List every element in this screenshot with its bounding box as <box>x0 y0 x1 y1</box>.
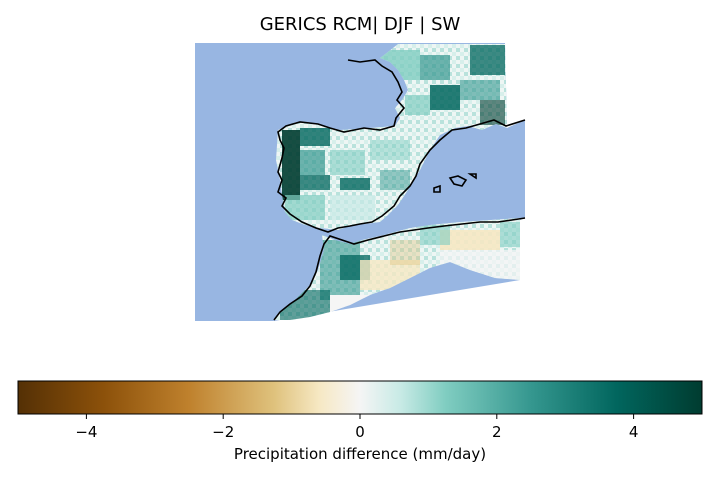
colorbar-tick-label: 0 <box>355 423 365 441</box>
colorbar-label: Precipitation difference (mm/day) <box>233 445 487 463</box>
colorbar-tick-label: −2 <box>212 423 234 441</box>
coastlines <box>273 59 526 321</box>
coastline-africa <box>273 217 526 321</box>
coastline-france-iberia <box>277 59 526 233</box>
colorbar-tick-label: 4 <box>629 423 639 441</box>
map-title: GERICS RCM| DJF | SW <box>259 14 461 35</box>
colorbar: −4 −2 0 2 4 <box>17 380 703 441</box>
map-panel <box>195 43 526 321</box>
colorbar-gradient <box>17 380 703 415</box>
colorbar-ticks: −4 −2 0 2 4 <box>75 414 638 441</box>
coastline-balearic-islands <box>433 173 477 193</box>
colorbar-tick-label: 2 <box>492 423 502 441</box>
colorbar-tick-label: −4 <box>75 423 97 441</box>
